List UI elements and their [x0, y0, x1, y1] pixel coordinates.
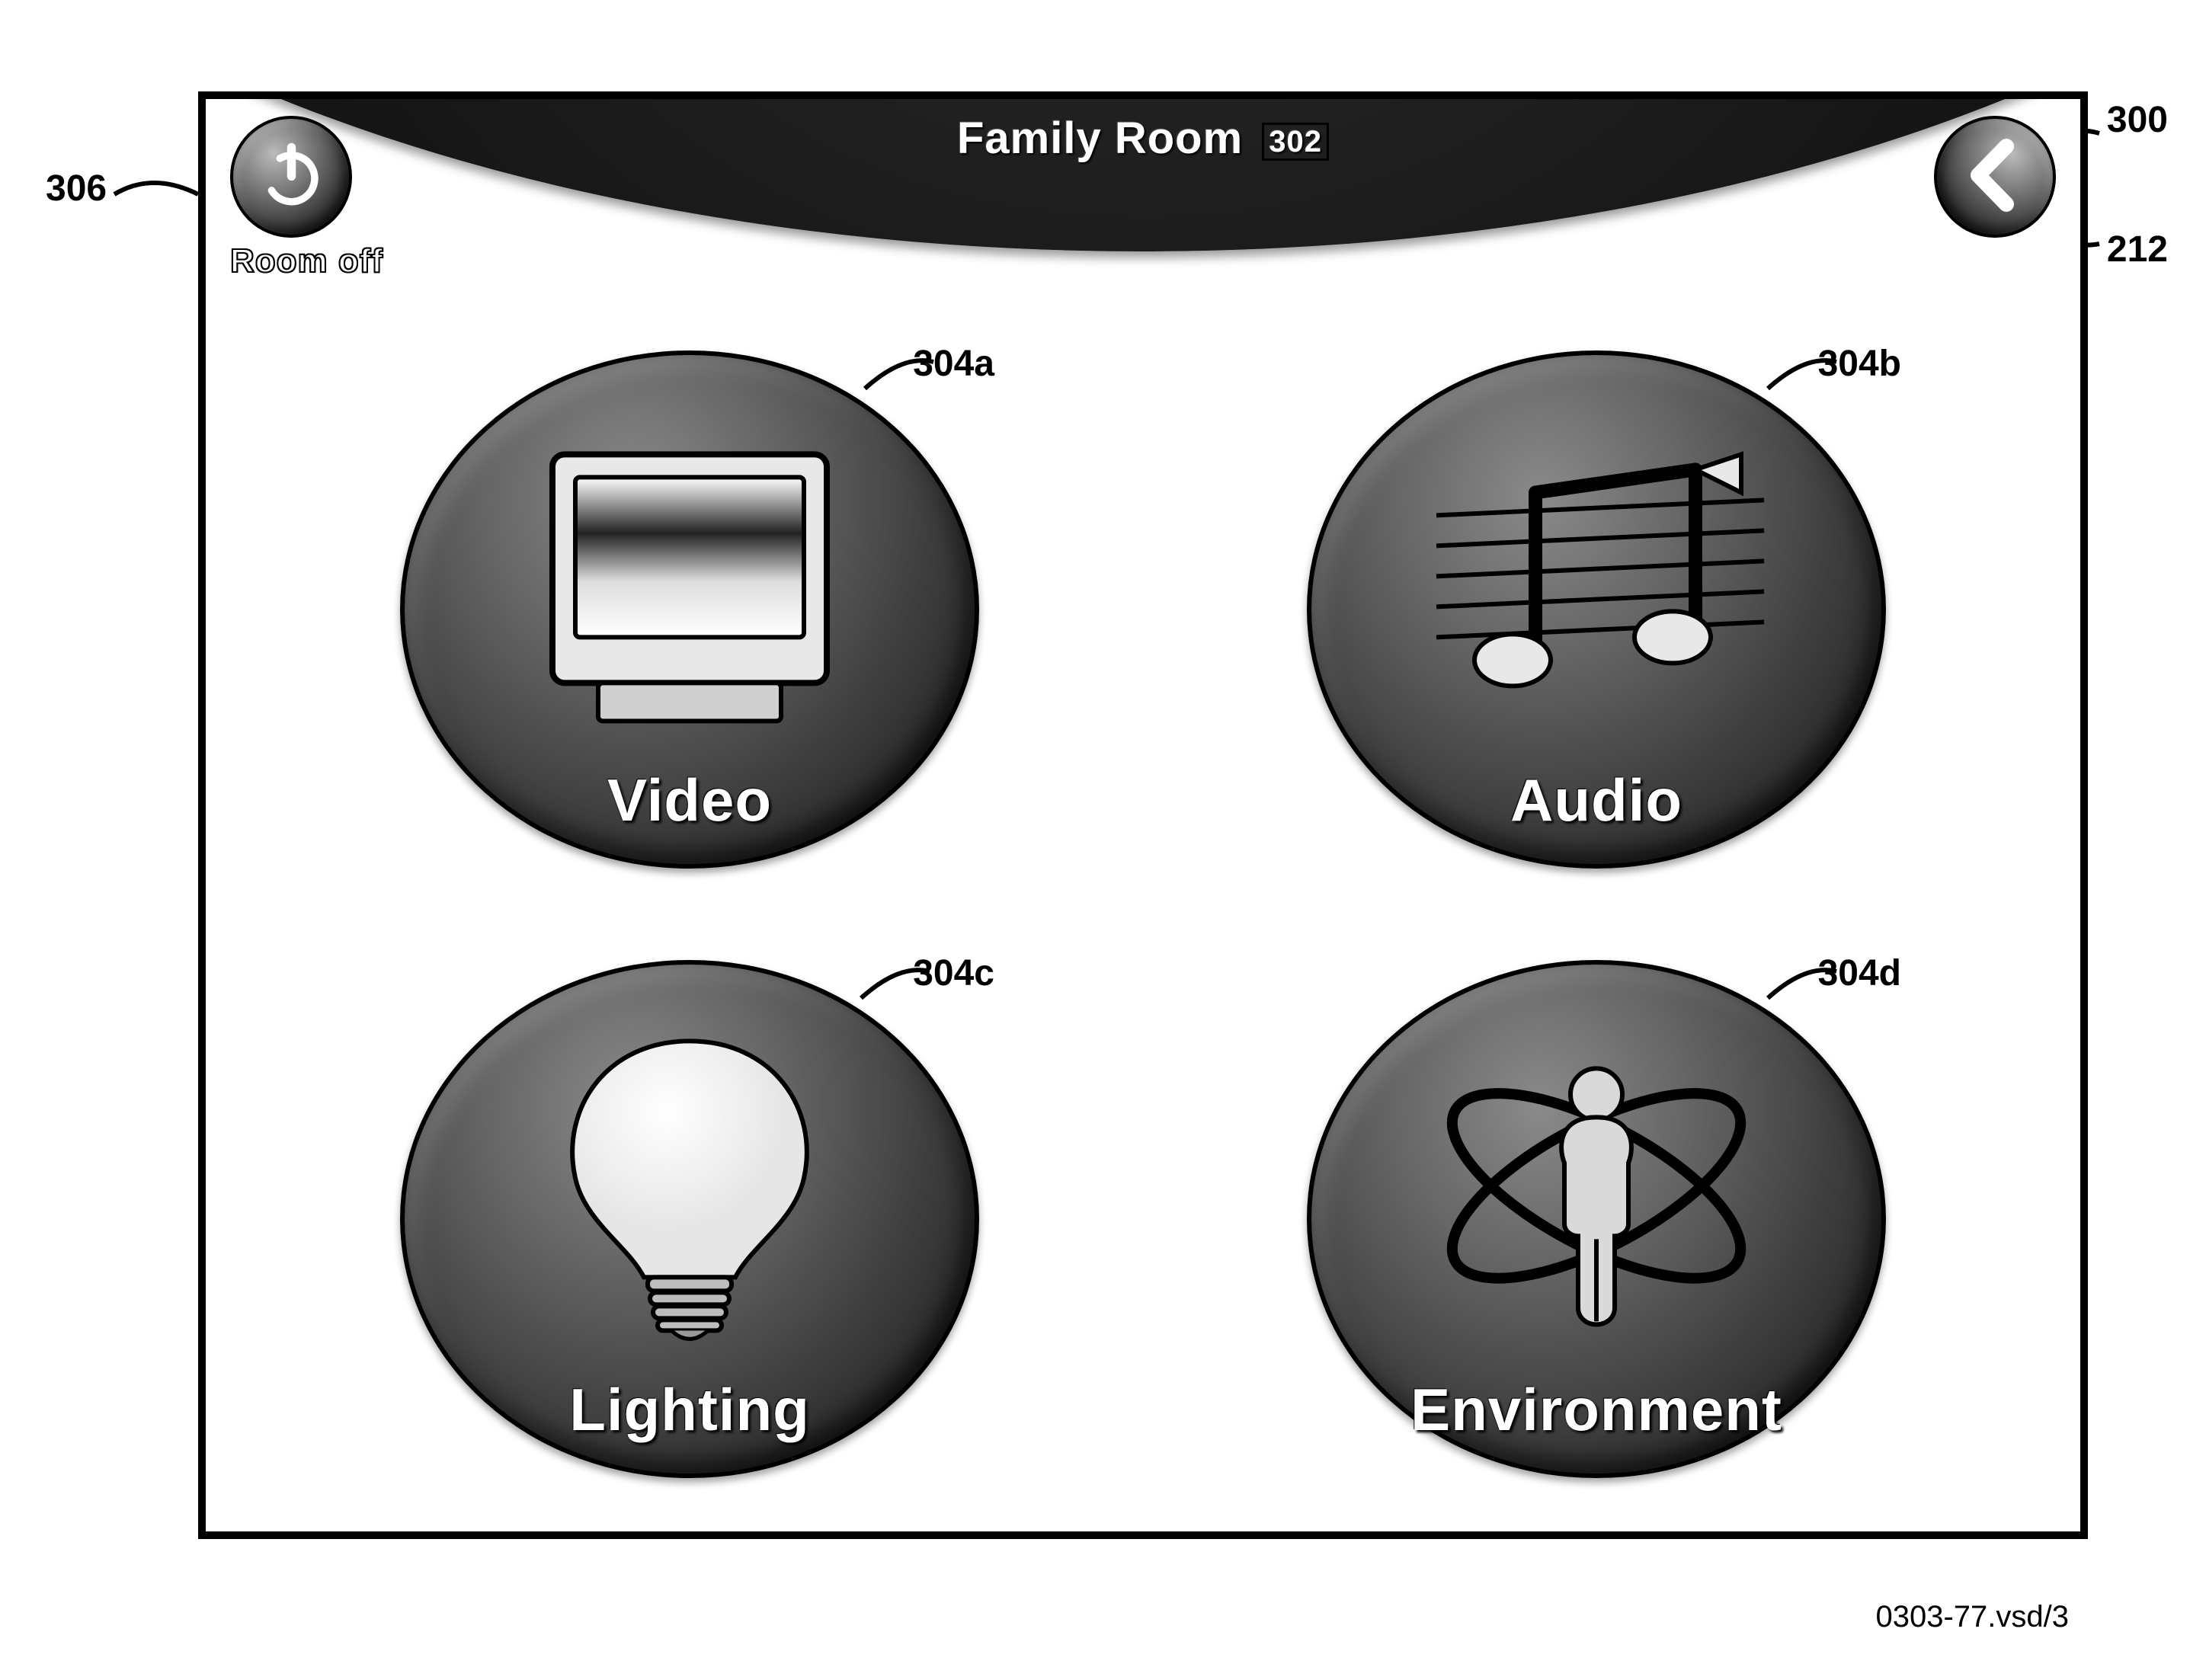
callout-306: 306: [46, 168, 107, 210]
music-icon: [1406, 424, 1787, 744]
page-title: Family Room 302: [957, 113, 1329, 164]
zone-environment-button[interactable]: Environment: [1307, 960, 1886, 1478]
callout-304d: 304d: [1818, 952, 1901, 994]
zone-lighting-label: Lighting: [569, 1375, 810, 1445]
zone-audio-button[interactable]: Audio: [1307, 350, 1886, 869]
power-icon: [255, 139, 328, 215]
chevron-left-icon: [1957, 137, 2033, 217]
zone-lighting-button[interactable]: Lighting: [400, 960, 979, 1478]
bulb-icon: [499, 1033, 880, 1353]
callout-212: 212: [2107, 229, 2168, 270]
zone-video-label: Video: [607, 766, 772, 835]
leader-306: [114, 179, 206, 225]
callout-304b: 304b: [1818, 343, 1901, 385]
footer-filename: 0303-77.vsd/3: [1875, 1600, 2069, 1634]
zone-environment-label: Environment: [1410, 1375, 1782, 1445]
callout-304a: 304a: [913, 343, 994, 385]
room-off-label: Room off: [230, 242, 383, 280]
atom-icon: [1406, 1033, 1787, 1353]
callout-302: 302: [1262, 123, 1329, 161]
zone-audio-label: Audio: [1510, 766, 1683, 835]
zone-grid: 304a Video 304b: [206, 328, 2080, 1501]
screen-frame: Family Room 302 Room off: [198, 91, 2088, 1539]
zone-video-button[interactable]: Video: [400, 350, 979, 869]
callout-304c: 304c: [913, 952, 994, 994]
callout-300: 300: [2107, 99, 2168, 141]
tv-icon: [499, 424, 880, 744]
room-off-button[interactable]: [230, 116, 352, 238]
back-button[interactable]: [1934, 116, 2056, 238]
room-off-group: Room off: [230, 116, 383, 280]
